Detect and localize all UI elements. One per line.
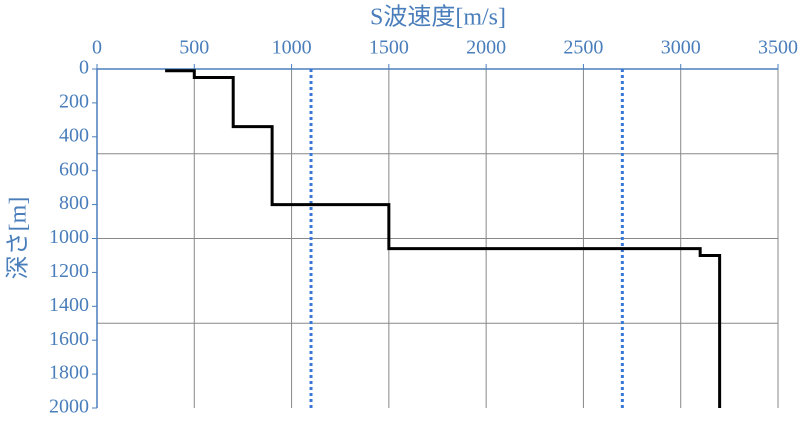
data-line [165, 69, 722, 408]
x-tick-label: 0 [92, 37, 102, 59]
y-axis-label: 深さ[m] [5, 197, 32, 280]
y-tick-label: 800 [59, 192, 89, 214]
x-tick-label: 1500 [369, 37, 409, 59]
x-tick-label: 3000 [661, 37, 701, 59]
y-tick-label: 1000 [49, 226, 89, 248]
x-tick-label: 3500 [758, 37, 798, 59]
x-tick-label: 500 [179, 37, 209, 59]
x-tick-label: 1000 [272, 37, 312, 59]
y-tick-label: 1600 [49, 328, 89, 350]
y-tick-label: 2000 [49, 396, 89, 418]
y-tick-label: 400 [59, 124, 89, 146]
y-tick-label: 0 [79, 57, 89, 79]
y-tick-label: 1200 [49, 260, 89, 282]
y-tick-label: 1400 [49, 294, 89, 316]
y-tick-label: 1800 [49, 362, 89, 384]
y-tick-label: 600 [59, 158, 89, 180]
x-tick-label: 2000 [466, 37, 506, 59]
x-axis-label: S波速度[m/s] [370, 4, 506, 31]
x-tick-label: 2500 [563, 37, 603, 59]
y-tick-label: 200 [59, 90, 89, 112]
